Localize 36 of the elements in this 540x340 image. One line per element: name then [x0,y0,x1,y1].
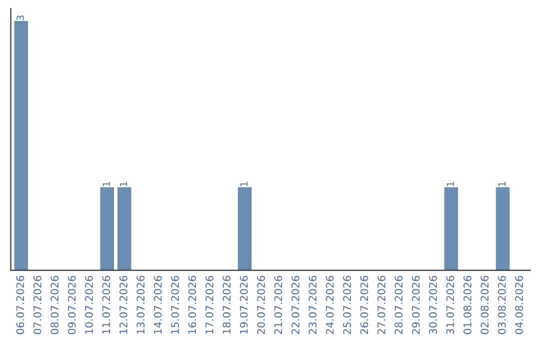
x-tick-label: 03.08.2026 [498,276,506,334]
data-label: 1 [102,182,110,186]
x-tick-label: 08.07.2026 [50,276,59,334]
x-tick-label: 04.08.2026 [515,276,523,334]
x-tick-label: 02.08.2026 [480,276,489,334]
x-tick-label: 15.07.2026 [171,276,179,334]
x-tick-label: 25.07.2026 [343,276,351,334]
x-tick-label: 28.07.2026 [394,276,403,334]
x-tick-label: 13.07.2026 [136,276,145,334]
x-tick-label: 14.07.2026 [154,276,162,334]
x-tick-label: 07.07.2026 [33,276,42,334]
x-tick-label: 06.07.2026 [16,276,24,334]
x-tick-label: 24.07.2026 [326,276,334,334]
x-tick-label: 22.07.2026 [291,276,300,334]
data-label: 1 [498,182,506,186]
data-label: 3 [16,16,24,20]
data-label: 1 [120,182,128,186]
x-tick-label: 09.07.2026 [68,276,76,334]
data-label: 1 [240,182,248,186]
x-tick-label: 16.07.2026 [188,276,196,334]
x-tick-label: 31.07.2026 [446,276,454,334]
x-tick-label: 19.07.2026 [240,276,248,334]
x-tick-label: 18.07.2026 [222,276,231,334]
x-tick-label: 01.08.2026 [464,276,472,334]
x-tick-label: 30.07.2026 [429,276,437,334]
x-tick-label: 23.07.2026 [308,276,317,334]
x-tick-label: 17.07.2026 [205,276,214,334]
x-tick-label: 11.07.2026 [102,276,110,334]
x-tick-label: 12.07.2026 [119,276,128,334]
x-tick-label: 21.07.2026 [274,276,282,334]
x-tick-label: 10.07.2026 [85,276,93,334]
x-tick-label: 29.07.2026 [412,276,420,334]
x-tick-label: 27.07.2026 [377,276,386,334]
x-tick-label: 20.07.2026 [257,276,265,334]
data-label: 1 [446,182,454,186]
x-tick-label: 26.07.2026 [360,276,368,334]
